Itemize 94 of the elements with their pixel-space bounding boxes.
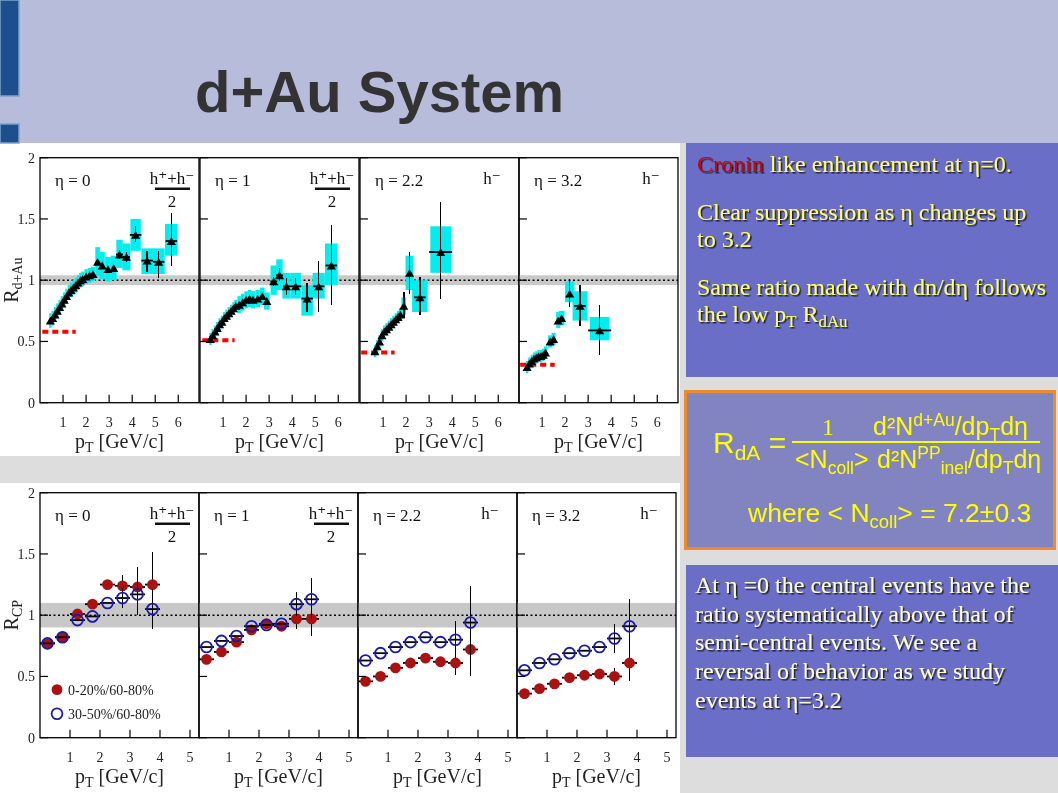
x-axis-title: p$_{T}$ [GeV/c] — [74, 429, 165, 456]
annotation: 2 — [167, 191, 177, 211]
x-tick-label: 1 — [538, 414, 546, 430]
text: where < N$_{coll}$> = 7.2±0.3 — [747, 498, 1032, 532]
x-tick-label: 3 — [265, 414, 273, 430]
x-tick-label: 5 — [186, 749, 194, 765]
x-tick-label: 4 — [448, 414, 456, 430]
x-tick-label: 4 — [607, 414, 615, 430]
x-tick-label: 6 — [653, 414, 661, 430]
x-axis-title: p$_{T}$ [GeV/c] — [234, 429, 325, 456]
x-axis-title: p$_{T}$ [GeV/c] — [233, 764, 324, 791]
annotation: h⁺+h⁻ — [309, 168, 355, 188]
x-tick-label: 1 — [219, 414, 227, 430]
x-tick-label: 3 — [105, 414, 113, 430]
x-tick-label: 2 — [573, 749, 581, 765]
legend-label: 30-50%/60-80% — [68, 706, 161, 722]
x-axis-title: p$_{T}$ [GeV/c] — [392, 764, 483, 791]
annotation: h⁺+h⁻ — [308, 503, 354, 523]
annotation: η = 1 — [214, 505, 250, 525]
text: <N$_{coll}$> — [795, 445, 869, 478]
x-tick-label: 2 — [402, 414, 410, 430]
y-tick-label: 0 — [28, 730, 35, 746]
legend-label: 0-20%/60-80% — [68, 682, 154, 698]
x-axis-title: p$_{T}$ [GeV/c] — [553, 429, 644, 456]
x-tick-label: 3 — [603, 749, 611, 765]
x-tick-label: 4 — [315, 749, 323, 765]
text: At η =0 the central events have the ratio systematically above that of semi-central events. We see a reversal of behavior as we study events at η=3.2 — [695, 572, 1030, 713]
text: d+Au System — [195, 59, 565, 124]
x-tick-label: 3 — [584, 414, 592, 430]
annotation: η = 3.2 — [532, 505, 581, 525]
x-tick-label: 6 — [494, 414, 502, 430]
x-axis-title: p$_{T}$ [GeV/c] — [74, 764, 165, 791]
x-tick-label: 5 — [471, 414, 479, 430]
annotation: η = 0 — [55, 505, 91, 525]
x-tick-label: 1 — [543, 749, 551, 765]
y-tick-label: 0.5 — [17, 334, 35, 350]
x-tick-label: 5 — [663, 749, 671, 765]
x-tick-label: 4 — [474, 749, 482, 765]
x-tick-label: 6 — [174, 414, 182, 430]
x-tick-label: 1 — [225, 749, 233, 765]
y-tick-label: 1.5 — [17, 546, 35, 562]
x-tick-label: 2 — [82, 414, 90, 430]
text: d²N$^{d+Au}$/dp$_{T}$dη — [873, 409, 1028, 445]
annotation: η = 0 — [55, 170, 91, 190]
x-tick-label: 5 — [630, 414, 638, 430]
y-tick-label: 1 — [28, 608, 35, 624]
x-tick-label: 2 — [96, 749, 104, 765]
x-tick-label: 2 — [414, 749, 422, 765]
x-tick-label: 5 — [311, 414, 319, 430]
x-tick-label: 5 — [504, 749, 512, 765]
x-tick-label: 3 — [285, 749, 293, 765]
annotation: 2 — [326, 526, 336, 546]
x-axis-title: p$_{T}$ [GeV/c] — [551, 764, 642, 791]
y-tick-label: 0 — [28, 395, 35, 411]
y-tick-label: 1.5 — [17, 211, 35, 227]
x-tick-label: 5 — [345, 749, 353, 765]
x-tick-label: 6 — [334, 414, 342, 430]
annotation: η = 2.2 — [373, 505, 422, 525]
y-tick-label: 2 — [28, 150, 35, 166]
x-tick-label: 1 — [384, 749, 392, 765]
annotation: η = 1 — [215, 170, 251, 190]
annotation: h⁺+h⁻ — [149, 168, 195, 188]
x-tick-label: 4 — [128, 414, 136, 430]
x-tick-label: 1 — [379, 414, 387, 430]
x-tick-label: 2 — [255, 749, 263, 765]
annotation: η = 2.2 — [375, 170, 424, 190]
x-tick-label: 4 — [156, 749, 164, 765]
x-tick-label: 5 — [151, 414, 159, 430]
text: Cronin like enhancement at η=0. — [697, 151, 1012, 177]
y-tick-label: 0.5 — [17, 669, 35, 685]
x-tick-label: 2 — [561, 414, 569, 430]
x-tick-label: 1 — [66, 749, 74, 765]
x-axis-title: p$_{T}$ [GeV/c] — [394, 429, 485, 456]
x-tick-label: 3 — [126, 749, 134, 765]
text: R$_{dA}$ = — [713, 426, 787, 464]
annotation: 2 — [327, 191, 337, 211]
annotation: h⁺+h⁻ — [149, 503, 195, 523]
text: d²N$^{PP}$$_{inel}$/dp$_{T}$dη — [877, 442, 1042, 478]
y-tick-label: 2 — [28, 485, 35, 501]
annotation: h⁻ — [483, 168, 501, 188]
text: Clear suppression as η changes up to 3.2 — [697, 199, 1027, 252]
text: Same ratio made with dn/dη follows the low p$_{T}$ R$_{dAu}$ — [697, 274, 1047, 332]
annotation: h⁻ — [640, 503, 658, 523]
x-tick-label: 4 — [633, 749, 641, 765]
annotation: h⁻ — [481, 503, 499, 523]
x-tick-label: 3 — [425, 414, 433, 430]
annotation: h⁻ — [642, 168, 660, 188]
annotation: η = 3.2 — [534, 170, 583, 190]
y-tick-label: 1 — [28, 273, 35, 289]
annotation: 2 — [167, 526, 177, 546]
x-tick-label: 3 — [444, 749, 452, 765]
x-tick-label: 4 — [288, 414, 296, 430]
x-tick-label: 2 — [242, 414, 250, 430]
x-tick-label: 1 — [59, 414, 67, 430]
